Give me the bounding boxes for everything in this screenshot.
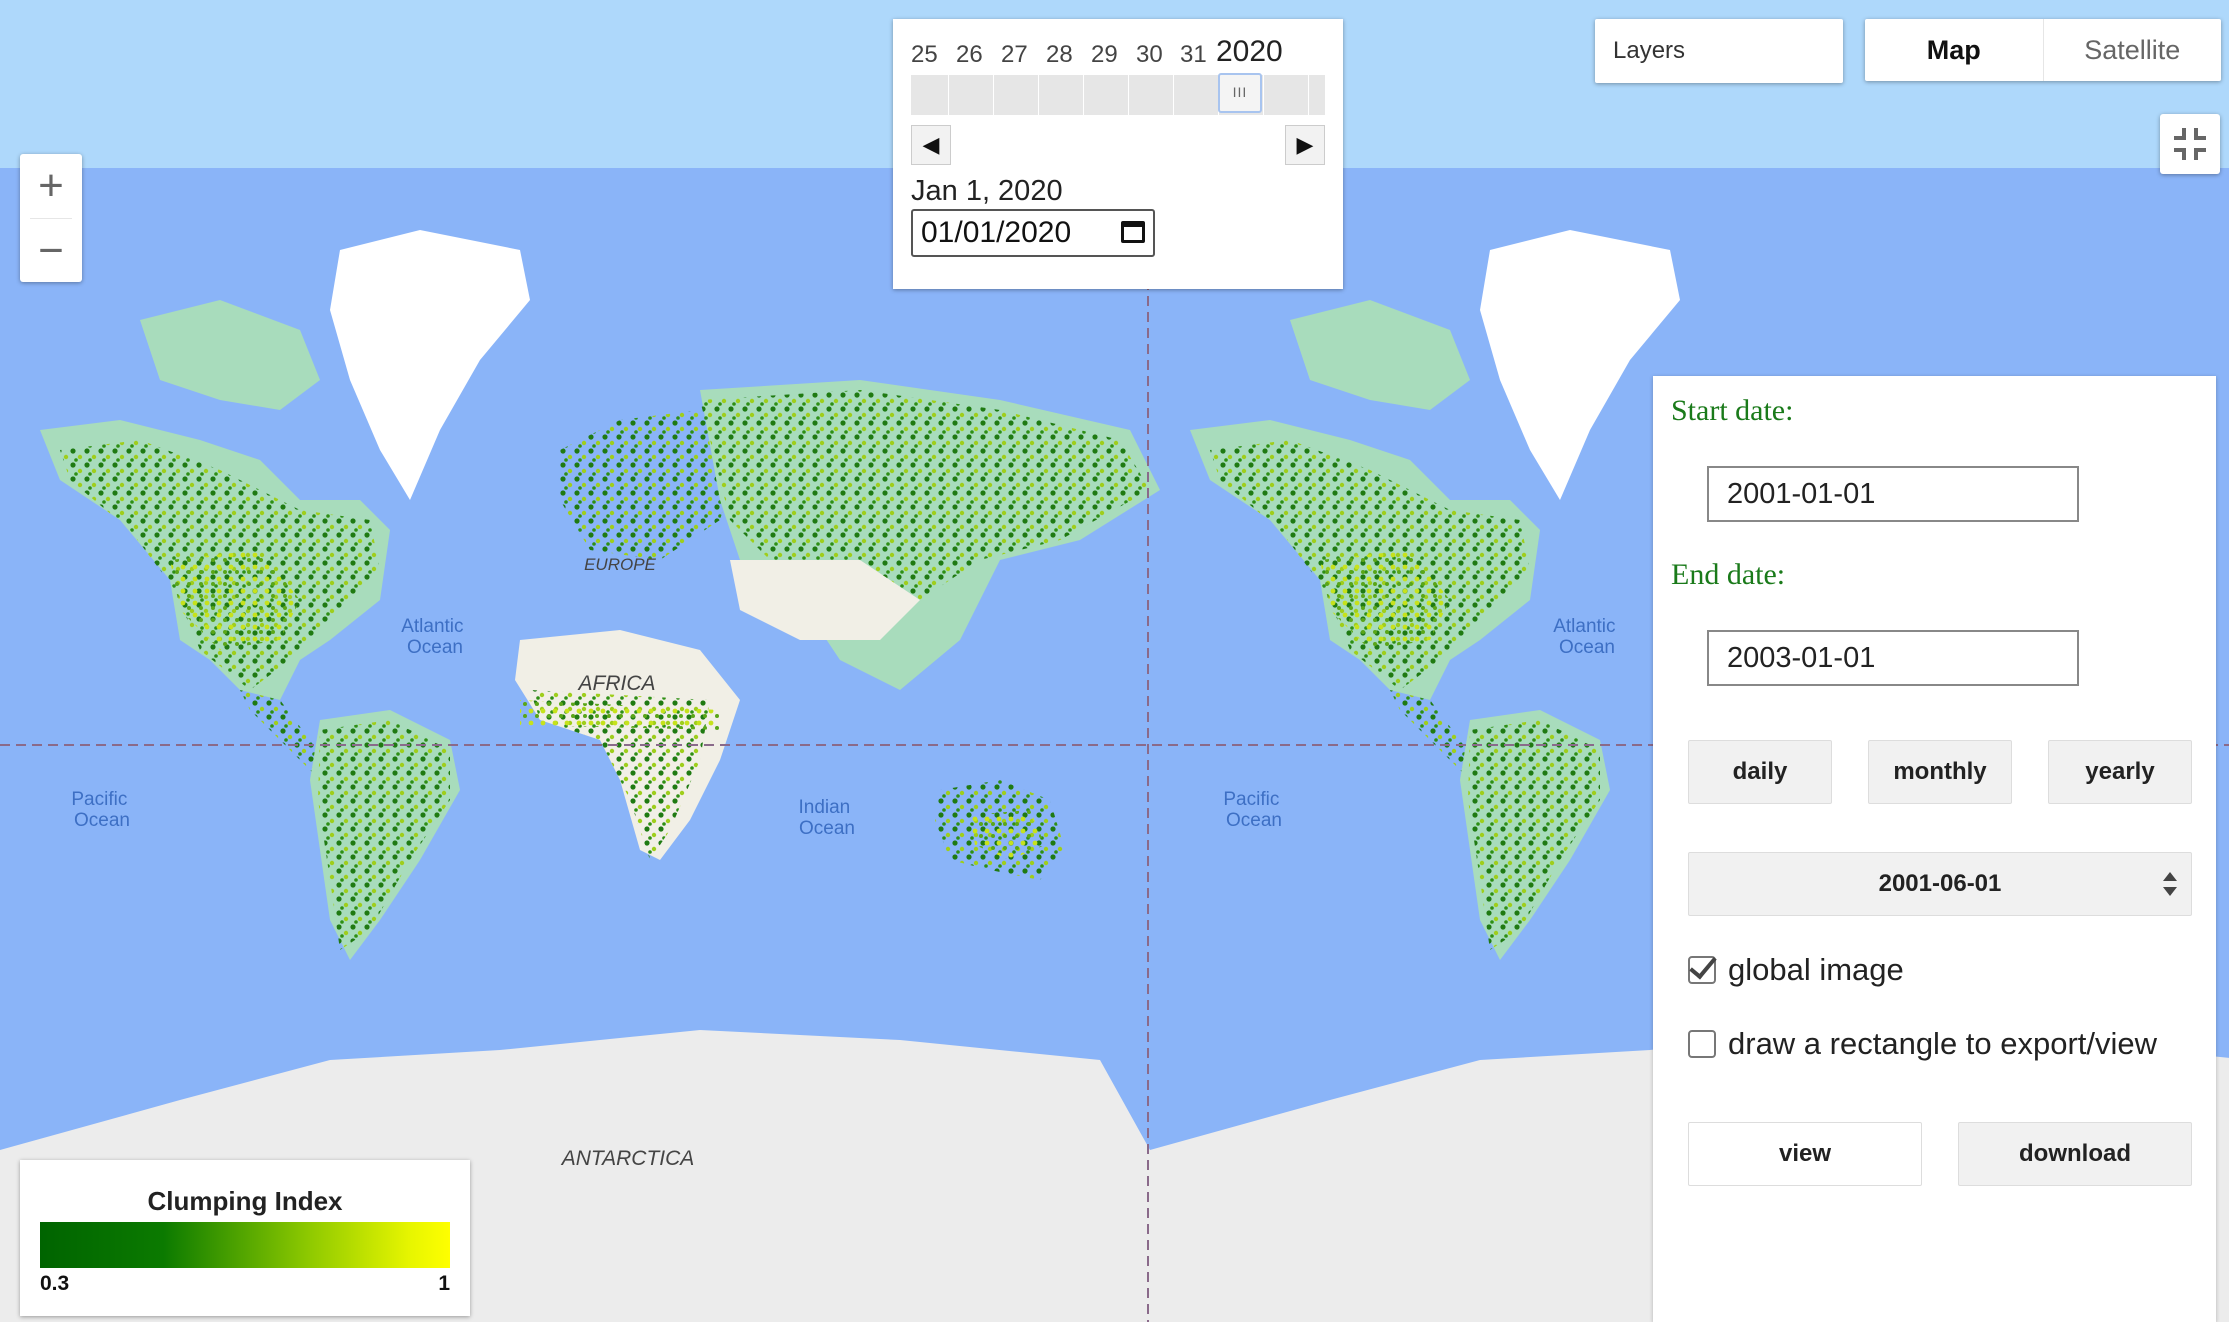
track-divider xyxy=(993,75,994,115)
label-indian: Indian Ocean xyxy=(798,797,855,839)
zoom-divider xyxy=(30,218,72,219)
central-america xyxy=(240,690,330,775)
legend-color-ramp xyxy=(40,1222,450,1268)
central-asia-desert xyxy=(730,560,920,640)
label-atlantic-2-line2: Ocean xyxy=(1559,637,1615,658)
tick-label: 27 xyxy=(1001,41,1028,68)
global-image-label: global image xyxy=(1728,952,1904,987)
label-atlantic-2: Atlantic Ocean xyxy=(1553,616,1621,658)
date-select[interactable]: 2001-06-01 xyxy=(1688,852,2192,916)
draw-rectangle-option[interactable]: draw a rectangle to export/view xyxy=(1688,1026,2157,1062)
greenland xyxy=(330,230,530,500)
map-type-control: Map Satellite xyxy=(1865,19,2221,81)
label-atlantic-2-line1: Atlantic xyxy=(1553,616,1615,637)
draw-rectangle-label: draw a rectangle to export/view xyxy=(1728,1026,2158,1061)
monthly-button[interactable]: monthly xyxy=(1868,740,2012,804)
label-europe: EUROPE xyxy=(584,555,656,574)
start-date-label: Start date: xyxy=(1671,394,1794,427)
download-button[interactable]: download xyxy=(1958,1122,2192,1186)
zoom-out-button[interactable]: − xyxy=(38,226,64,275)
label-indian-line2: Ocean xyxy=(799,818,855,839)
map-legend: Clumping Index 0.3 1 xyxy=(20,1160,470,1316)
timeline-prev-button[interactable]: ◀ xyxy=(911,125,951,165)
draw-rectangle-checkbox[interactable] xyxy=(1688,1030,1716,1058)
track-divider xyxy=(1038,75,1039,115)
end-date-label: End date: xyxy=(1671,558,1786,591)
legend-min-label: 0.3 xyxy=(40,1272,70,1295)
label-pacific-1-line2: Ocean xyxy=(74,810,130,831)
label-atlantic-1: Atlantic Ocean xyxy=(401,616,469,658)
global-image-checkbox[interactable] xyxy=(1688,956,1716,984)
date-input[interactable]: 01/01/2020 xyxy=(911,209,1155,257)
export-sidebar: Start date: 2001-01-01 End date: 2003-01… xyxy=(1653,376,2216,1322)
tick-label: 29 xyxy=(1091,41,1118,68)
zoom-in-button[interactable]: + xyxy=(38,161,64,210)
timeline-track[interactable] xyxy=(911,75,1325,115)
end-date-input[interactable]: 2003-01-01 xyxy=(1707,630,2079,686)
fullscreen-button[interactable] xyxy=(2160,114,2220,174)
tick-label: 28 xyxy=(1046,41,1073,68)
track-divider xyxy=(1263,75,1264,115)
label-atlantic-1-line1: Atlantic xyxy=(401,616,463,637)
canada-arctic xyxy=(140,300,320,410)
date-input-value: 01/01/2020 xyxy=(921,216,1072,249)
label-pacific-2-line2: Ocean xyxy=(1226,810,1282,831)
exit-fullscreen-icon xyxy=(2174,128,2206,160)
date-select-value: 2001-06-01 xyxy=(1878,870,2002,897)
select-updown-icon xyxy=(2163,872,2177,896)
timeline-ticks: 25 26 27 28 29 30 31 2020 xyxy=(911,35,1331,68)
label-pacific-2-line1: Pacific xyxy=(1223,789,1279,810)
label-pacific-2: Pacific Ocean xyxy=(1223,789,1284,831)
europe xyxy=(560,410,740,560)
timeline-thumb[interactable]: III xyxy=(1218,73,1262,113)
map-type-map-button[interactable]: Map xyxy=(1865,19,2044,81)
track-divider xyxy=(948,75,949,115)
timeline-year: 2020 xyxy=(1216,35,1283,68)
zoom-control: + − xyxy=(20,154,82,282)
legend-max-label: 1 xyxy=(438,1272,450,1295)
tick-label: 25 xyxy=(911,41,938,68)
timeline-next-button[interactable]: ▶ xyxy=(1285,125,1325,165)
global-image-option[interactable]: global image xyxy=(1688,952,1904,988)
track-divider xyxy=(1173,75,1174,115)
label-pacific-1: Pacific Ocean xyxy=(71,789,132,831)
legend-title: Clumping Index xyxy=(147,1186,343,1216)
timeline-panel: 25 26 27 28 29 30 31 2020 III ◀ ▶ Jan 1,… xyxy=(893,19,1343,289)
track-divider xyxy=(1083,75,1084,115)
yearly-button[interactable]: yearly xyxy=(2048,740,2192,804)
view-button[interactable]: view xyxy=(1688,1122,1922,1186)
label-pacific-1-line1: Pacific xyxy=(71,789,127,810)
track-divider xyxy=(1308,75,1309,115)
label-africa: AFRICA xyxy=(576,672,655,695)
world-copy-left xyxy=(0,230,1160,1322)
label-atlantic-1-line2: Ocean xyxy=(407,637,463,658)
daily-button[interactable]: daily xyxy=(1688,740,1832,804)
tick-label: 31 xyxy=(1180,41,1207,68)
label-indian-line1: Indian xyxy=(798,797,850,818)
calendar-icon[interactable] xyxy=(1121,221,1145,243)
tick-label: 26 xyxy=(956,41,983,68)
start-date-input[interactable]: 2001-01-01 xyxy=(1707,466,2079,522)
label-antarctica: ANTARCTICA xyxy=(560,1147,695,1170)
layers-button[interactable]: Layers xyxy=(1595,19,1843,83)
track-divider xyxy=(1128,75,1129,115)
map-type-satellite-button[interactable]: Satellite xyxy=(2084,35,2181,65)
tick-label: 30 xyxy=(1136,41,1163,68)
timeline-date-label: Jan 1, 2020 xyxy=(911,175,1063,207)
